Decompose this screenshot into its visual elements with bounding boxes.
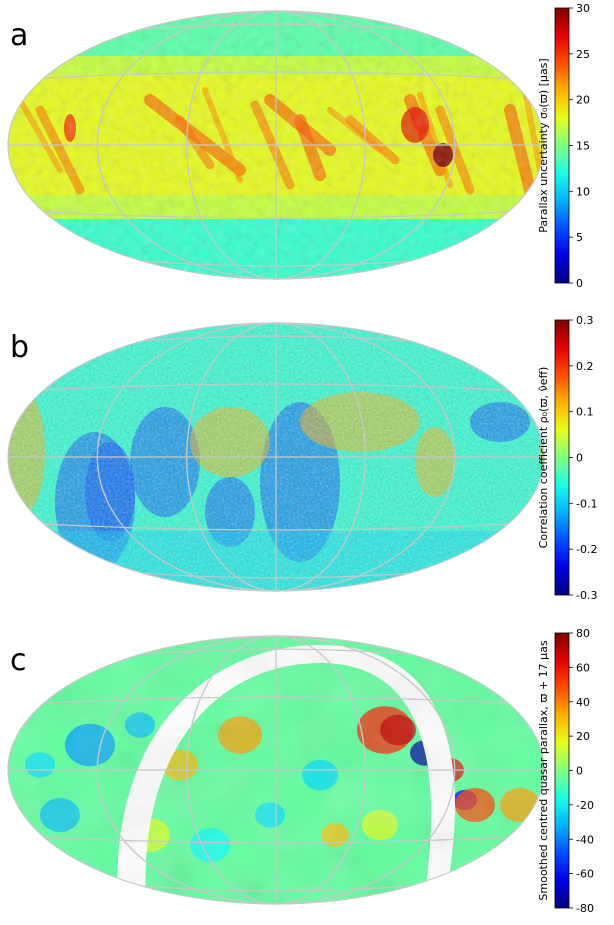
colorbar-tick-label: 15 — [576, 140, 590, 153]
colorbar-tick-label: 60 — [576, 661, 590, 674]
panel-b: -0.3 -0.2 -0.1 0 0.1 0.2 0.3 Correlation coeffi… — [0, 312, 614, 612]
colorbar-tick-label: 40 — [576, 696, 590, 709]
panel-letter-c: c — [10, 643, 27, 678]
colorbar-tick-label: 80 — [576, 627, 590, 640]
colorbar-tick-label: -0.2 — [576, 543, 597, 556]
sky-map-c: -80 -60 -40 -20 0 20 40 60 80 Smoothed centred qu… — [7, 627, 594, 915]
sky-map-a: 0 5 10 15 20 25 30 Parallax uncertainty σ₀(ϖ) [… — [7, 2, 590, 290]
graticule — [7, 10, 545, 280]
colorbar-tick-label: -60 — [576, 868, 594, 881]
panel-letter-a: a — [10, 18, 29, 53]
colorbar-tick-label: -40 — [576, 833, 594, 846]
panel-c: -80 -60 -40 -20 0 20 40 60 80 Smoothed centred qu… — [0, 625, 614, 925]
colorbar-tick-label: -0.3 — [576, 589, 597, 602]
colorbar-tick-label: 0 — [576, 277, 583, 290]
colorbar-tick-label: 0.1 — [576, 406, 594, 419]
colorbar-tick-label: -0.1 — [576, 497, 597, 510]
colorbar-label: Correlation coefficient ρ₀(ϖ, ν̂eff) — [537, 367, 550, 549]
colorbar: 0 5 10 15 20 25 30 Parallax uncertainty σ₀(ϖ) [… — [537, 2, 590, 290]
colorbar-tick-label: 20 — [576, 730, 590, 743]
colorbar-tick-label: 0 — [576, 765, 583, 778]
panel-letter-b: b — [10, 330, 30, 365]
colorbar-tick-label: 5 — [576, 231, 583, 244]
colorbar: -80 -60 -40 -20 0 20 40 60 80 Smoothed centred qu… — [537, 627, 594, 915]
colorbar-tick-label: 30 — [576, 2, 590, 15]
colorbar-tick-label: -20 — [576, 799, 594, 812]
sky-map-fill — [8, 636, 544, 904]
graticule — [7, 322, 545, 592]
colorbar-tick-label: -80 — [576, 902, 594, 915]
colorbar-tick-label: 0.2 — [576, 360, 594, 373]
colorbar-label: Smoothed centred quasar parallax, ϖ + 17… — [537, 640, 550, 900]
colorbar-tick-label: 0 — [576, 452, 583, 465]
colorbar: -0.3 -0.2 -0.1 0 0.1 0.2 0.3 Correlation coeffi… — [537, 314, 597, 602]
colorbar-tick-label: 0.3 — [576, 314, 594, 327]
colorbar-label: Parallax uncertainty σ₀(ϖ) [μas] — [537, 58, 550, 232]
colorbar-tick-label: 25 — [576, 48, 590, 61]
colorbar-tick-label: 10 — [576, 185, 590, 198]
colorbar-tick-label: 20 — [576, 94, 590, 107]
graticule — [7, 635, 545, 905]
sky-map-b: -0.3 -0.2 -0.1 0 0.1 0.2 0.3 Correlation coeffi… — [7, 314, 597, 602]
panel-a: 0 5 10 15 20 25 30 Parallax uncertainty σ₀(ϖ) [… — [0, 0, 614, 300]
